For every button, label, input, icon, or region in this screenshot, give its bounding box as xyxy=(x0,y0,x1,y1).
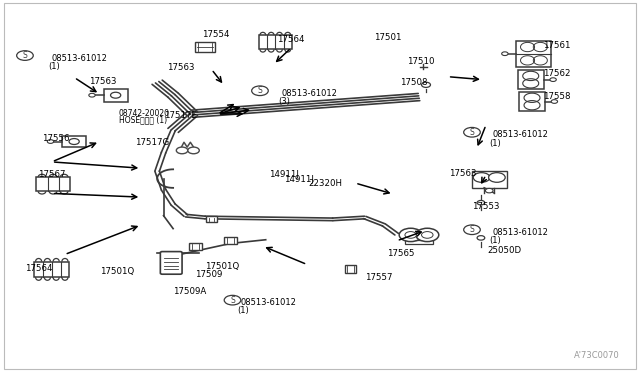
Bar xyxy=(472,171,507,187)
Bar xyxy=(195,42,214,52)
Text: S: S xyxy=(257,86,262,95)
Bar xyxy=(36,177,70,191)
Text: 17517E: 17517E xyxy=(164,111,196,120)
Bar xyxy=(104,89,128,102)
Circle shape xyxy=(416,228,439,241)
Text: 08742-20020: 08742-20020 xyxy=(119,109,170,118)
Text: 17501Q: 17501Q xyxy=(205,262,239,270)
Text: 25050D: 25050D xyxy=(487,246,522,255)
Bar xyxy=(34,262,69,277)
Circle shape xyxy=(422,82,431,87)
Text: 17501Q: 17501Q xyxy=(100,267,134,276)
Text: 08513-61012: 08513-61012 xyxy=(492,130,548,140)
Text: (1): (1) xyxy=(489,138,501,148)
Bar xyxy=(189,243,202,250)
Text: 17561: 17561 xyxy=(543,41,571,51)
Text: S: S xyxy=(230,296,235,305)
Circle shape xyxy=(464,128,480,137)
Circle shape xyxy=(17,51,33,60)
Text: 14911J: 14911J xyxy=(284,175,314,184)
Circle shape xyxy=(176,147,188,154)
Circle shape xyxy=(252,86,268,96)
Text: 17501: 17501 xyxy=(374,33,402,42)
Text: 17563: 17563 xyxy=(89,77,116,86)
Text: (1): (1) xyxy=(489,236,501,245)
Circle shape xyxy=(47,140,54,143)
Text: 08513-61012: 08513-61012 xyxy=(282,89,337,98)
Text: 17567: 17567 xyxy=(38,170,65,179)
Bar xyxy=(224,237,237,244)
Text: 17563: 17563 xyxy=(167,63,194,72)
Circle shape xyxy=(477,235,484,240)
Text: (1): (1) xyxy=(49,62,60,71)
Circle shape xyxy=(89,93,95,97)
Text: (1): (1) xyxy=(237,307,249,315)
Text: 22320H: 22320H xyxy=(308,179,342,187)
Circle shape xyxy=(224,295,241,305)
Circle shape xyxy=(485,188,493,193)
Text: 17510: 17510 xyxy=(407,57,435,65)
Text: 17509A: 17509A xyxy=(173,287,206,296)
Text: 17564: 17564 xyxy=(25,264,52,273)
Text: S: S xyxy=(22,51,28,60)
Text: 17557: 17557 xyxy=(365,273,392,282)
Text: 08513-61012: 08513-61012 xyxy=(240,298,296,307)
Circle shape xyxy=(69,138,79,144)
Circle shape xyxy=(188,147,199,154)
Circle shape xyxy=(551,100,557,103)
Circle shape xyxy=(488,173,505,182)
Text: S: S xyxy=(470,225,474,234)
Circle shape xyxy=(477,201,484,205)
Bar xyxy=(519,92,545,111)
Circle shape xyxy=(399,228,422,241)
Circle shape xyxy=(405,232,417,238)
Text: 17508: 17508 xyxy=(400,78,428,87)
Text: 17517G: 17517G xyxy=(135,138,169,147)
Text: S: S xyxy=(470,128,474,137)
Bar xyxy=(345,265,356,273)
Circle shape xyxy=(422,232,433,238)
Circle shape xyxy=(111,92,121,98)
FancyBboxPatch shape xyxy=(161,251,182,274)
Text: 17554: 17554 xyxy=(202,29,229,39)
Text: 17565: 17565 xyxy=(387,249,415,258)
Text: 17558: 17558 xyxy=(543,92,571,101)
Text: (3): (3) xyxy=(278,97,291,106)
Circle shape xyxy=(473,173,490,182)
Bar xyxy=(405,240,433,244)
Text: HOSEホース (1): HOSEホース (1) xyxy=(119,116,167,125)
Text: 17562: 17562 xyxy=(543,69,571,78)
Circle shape xyxy=(464,225,480,235)
Circle shape xyxy=(550,78,556,81)
Circle shape xyxy=(502,52,508,55)
Text: 08513-61012: 08513-61012 xyxy=(52,54,108,62)
Bar xyxy=(206,217,216,222)
Text: 17556: 17556 xyxy=(42,134,70,143)
Text: 17553: 17553 xyxy=(472,202,499,211)
Text: 17564: 17564 xyxy=(276,35,304,44)
Bar xyxy=(62,136,86,147)
Text: 14911J: 14911J xyxy=(269,170,299,179)
Text: 08513-61012: 08513-61012 xyxy=(492,228,548,237)
Text: 17563: 17563 xyxy=(449,169,477,177)
Text: A'73C0070: A'73C0070 xyxy=(574,351,620,360)
Bar xyxy=(518,70,543,89)
Bar xyxy=(259,35,292,49)
Bar xyxy=(516,41,552,67)
Text: 17509: 17509 xyxy=(195,270,223,279)
